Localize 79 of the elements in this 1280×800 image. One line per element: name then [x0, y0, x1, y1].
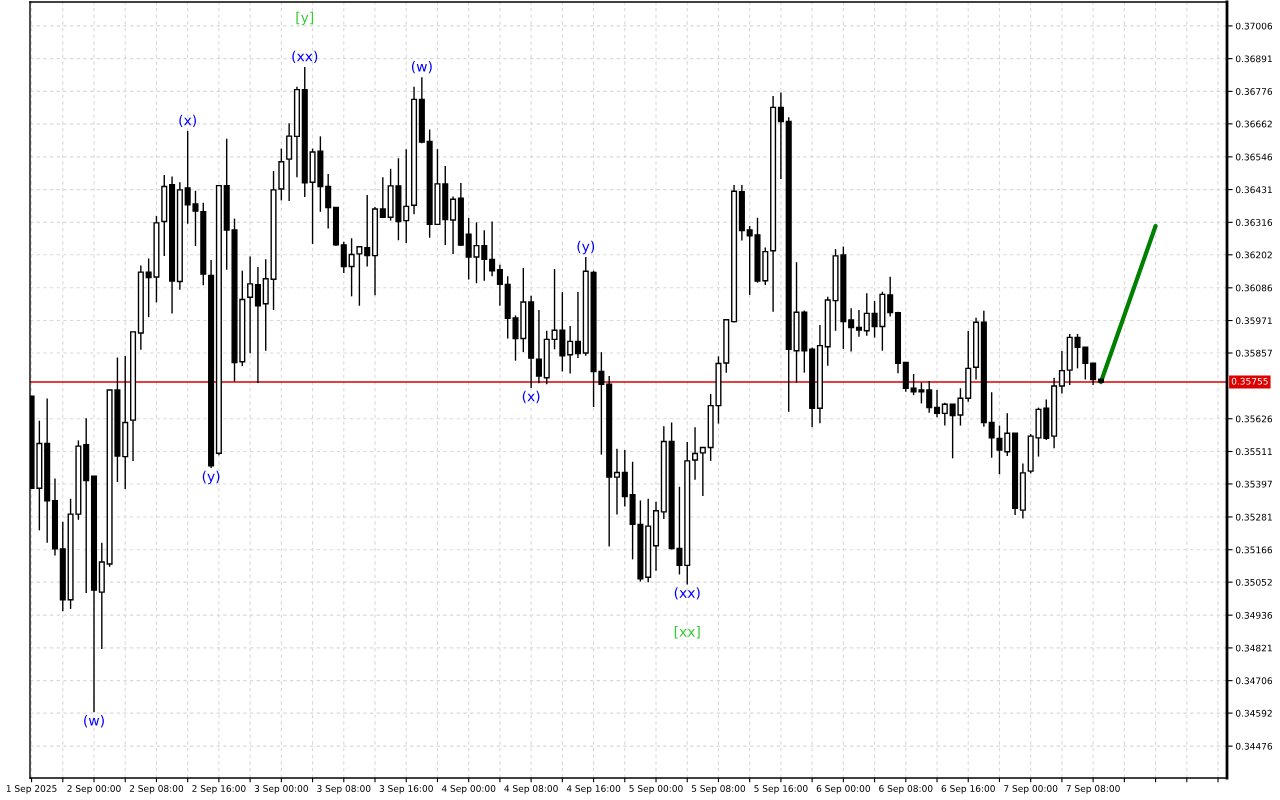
y-tick-label: 0.35166 — [1235, 546, 1273, 554]
candlestick — [848, 307, 855, 353]
candlestick — [574, 291, 581, 359]
annotation: (xx) — [292, 50, 318, 64]
y-tick-label: 0.35971 — [1235, 317, 1272, 325]
x-tick-label: 5 Sep 16:00 — [754, 785, 808, 794]
x-tick-label: 6 Sep 16:00 — [941, 785, 995, 794]
y-tick-label: 0.36202 — [1235, 251, 1272, 259]
annotation: (x) — [522, 390, 540, 404]
annotation: (xx) — [674, 587, 700, 600]
candlestick — [450, 195, 457, 255]
y-tick-label: 0.36662 — [1235, 120, 1272, 128]
y-tick-label: 0.35626 — [1235, 415, 1273, 423]
x-tick-label: 6 Sep 08:00 — [879, 785, 933, 794]
candlestick — [777, 91, 784, 180]
candlestick — [247, 255, 254, 354]
candlestick — [621, 449, 628, 508]
candlestick — [863, 292, 870, 337]
candlestick — [926, 380, 933, 414]
candlestick — [286, 122, 293, 202]
candlestick — [496, 264, 503, 307]
x-tick-label: 4 Sep 08:00 — [504, 785, 558, 794]
y-tick-label: 0.36316 — [1235, 219, 1273, 226]
y-tick-label: 0.34476 — [1235, 742, 1273, 750]
x-tick-label: 2 Sep 00:00 — [67, 785, 121, 794]
candlestick — [941, 402, 948, 427]
x-tick-label: 5 Sep 00:00 — [629, 785, 683, 794]
candlestick — [567, 325, 574, 375]
candlestick — [855, 309, 862, 338]
y-tick-label: 0.37006 — [1235, 22, 1273, 30]
y-tick-label: 0.35397 — [1235, 480, 1272, 488]
candlestick — [403, 148, 410, 244]
annotation: [xx] — [674, 626, 700, 639]
y-tick-label: 0.36431 — [1235, 186, 1272, 194]
x-tick-label: 2 Sep 16:00 — [192, 785, 246, 794]
y-tick-label: 0.34706 — [1235, 677, 1273, 685]
candlestick — [254, 266, 261, 384]
y-tick-label: 0.35857 — [1235, 349, 1272, 357]
x-tick-label: 2 Sep 08:00 — [129, 785, 184, 794]
x-tick-label: 3 Sep 16:00 — [379, 785, 433, 794]
annotation: (w) — [84, 715, 104, 728]
candlestick — [933, 389, 941, 419]
y-tick-label: 0.34821 — [1235, 644, 1272, 652]
x-tick-label: 4 Sep 00:00 — [441, 785, 496, 794]
candlestick — [887, 276, 894, 318]
annotation: (y) — [202, 470, 220, 485]
annotation: (y) — [577, 240, 595, 255]
y-tick-label: 0.35281 — [1235, 513, 1272, 521]
candlestick — [340, 240, 347, 274]
candlestick — [325, 173, 332, 230]
candlestick — [489, 220, 496, 277]
candlestick — [1058, 350, 1065, 395]
candlestick — [379, 176, 386, 218]
y-tick-label: 0.36546 — [1235, 153, 1273, 161]
x-tick-label: 5 Sep 08:00 — [691, 785, 746, 794]
x-tick-label: 7 Sep 08:00 — [1066, 785, 1120, 794]
y-tick-label: 0.34936 — [1235, 611, 1273, 619]
x-tick-label: 4 Sep 16:00 — [566, 785, 621, 794]
ref-line-label: 0.35755 — [1231, 377, 1268, 385]
y-tick-label: 0.36086 — [1235, 284, 1273, 292]
annotation: [y] — [296, 11, 314, 26]
candlestick — [535, 309, 542, 384]
annotation: (w) — [411, 60, 432, 74]
x-tick-label: 7 Sep 00:00 — [1004, 785, 1058, 794]
candlestick — [1090, 362, 1097, 386]
x-tick-label: 6 Sep 00:00 — [816, 785, 871, 794]
y-tick-label: 0.36891 — [1235, 55, 1272, 63]
y-tick-label: 0.36776 — [1235, 88, 1273, 95]
x-tick-label: 3 Sep 00:00 — [254, 785, 308, 794]
y-tick-label: 0.35052 — [1235, 578, 1272, 586]
y-tick-label: 0.34592 — [1235, 709, 1272, 717]
annotation: (x) — [179, 114, 197, 128]
x-tick-label: 3 Sep 08:00 — [317, 785, 371, 794]
candlestick — [613, 447, 621, 516]
y-tick-label: 0.35511 — [1235, 448, 1272, 456]
candlestick — [699, 446, 706, 497]
x-tick-label: 1 Sep 2025 — [6, 785, 57, 794]
candlestick — [364, 194, 371, 268]
candlestick — [692, 426, 699, 481]
